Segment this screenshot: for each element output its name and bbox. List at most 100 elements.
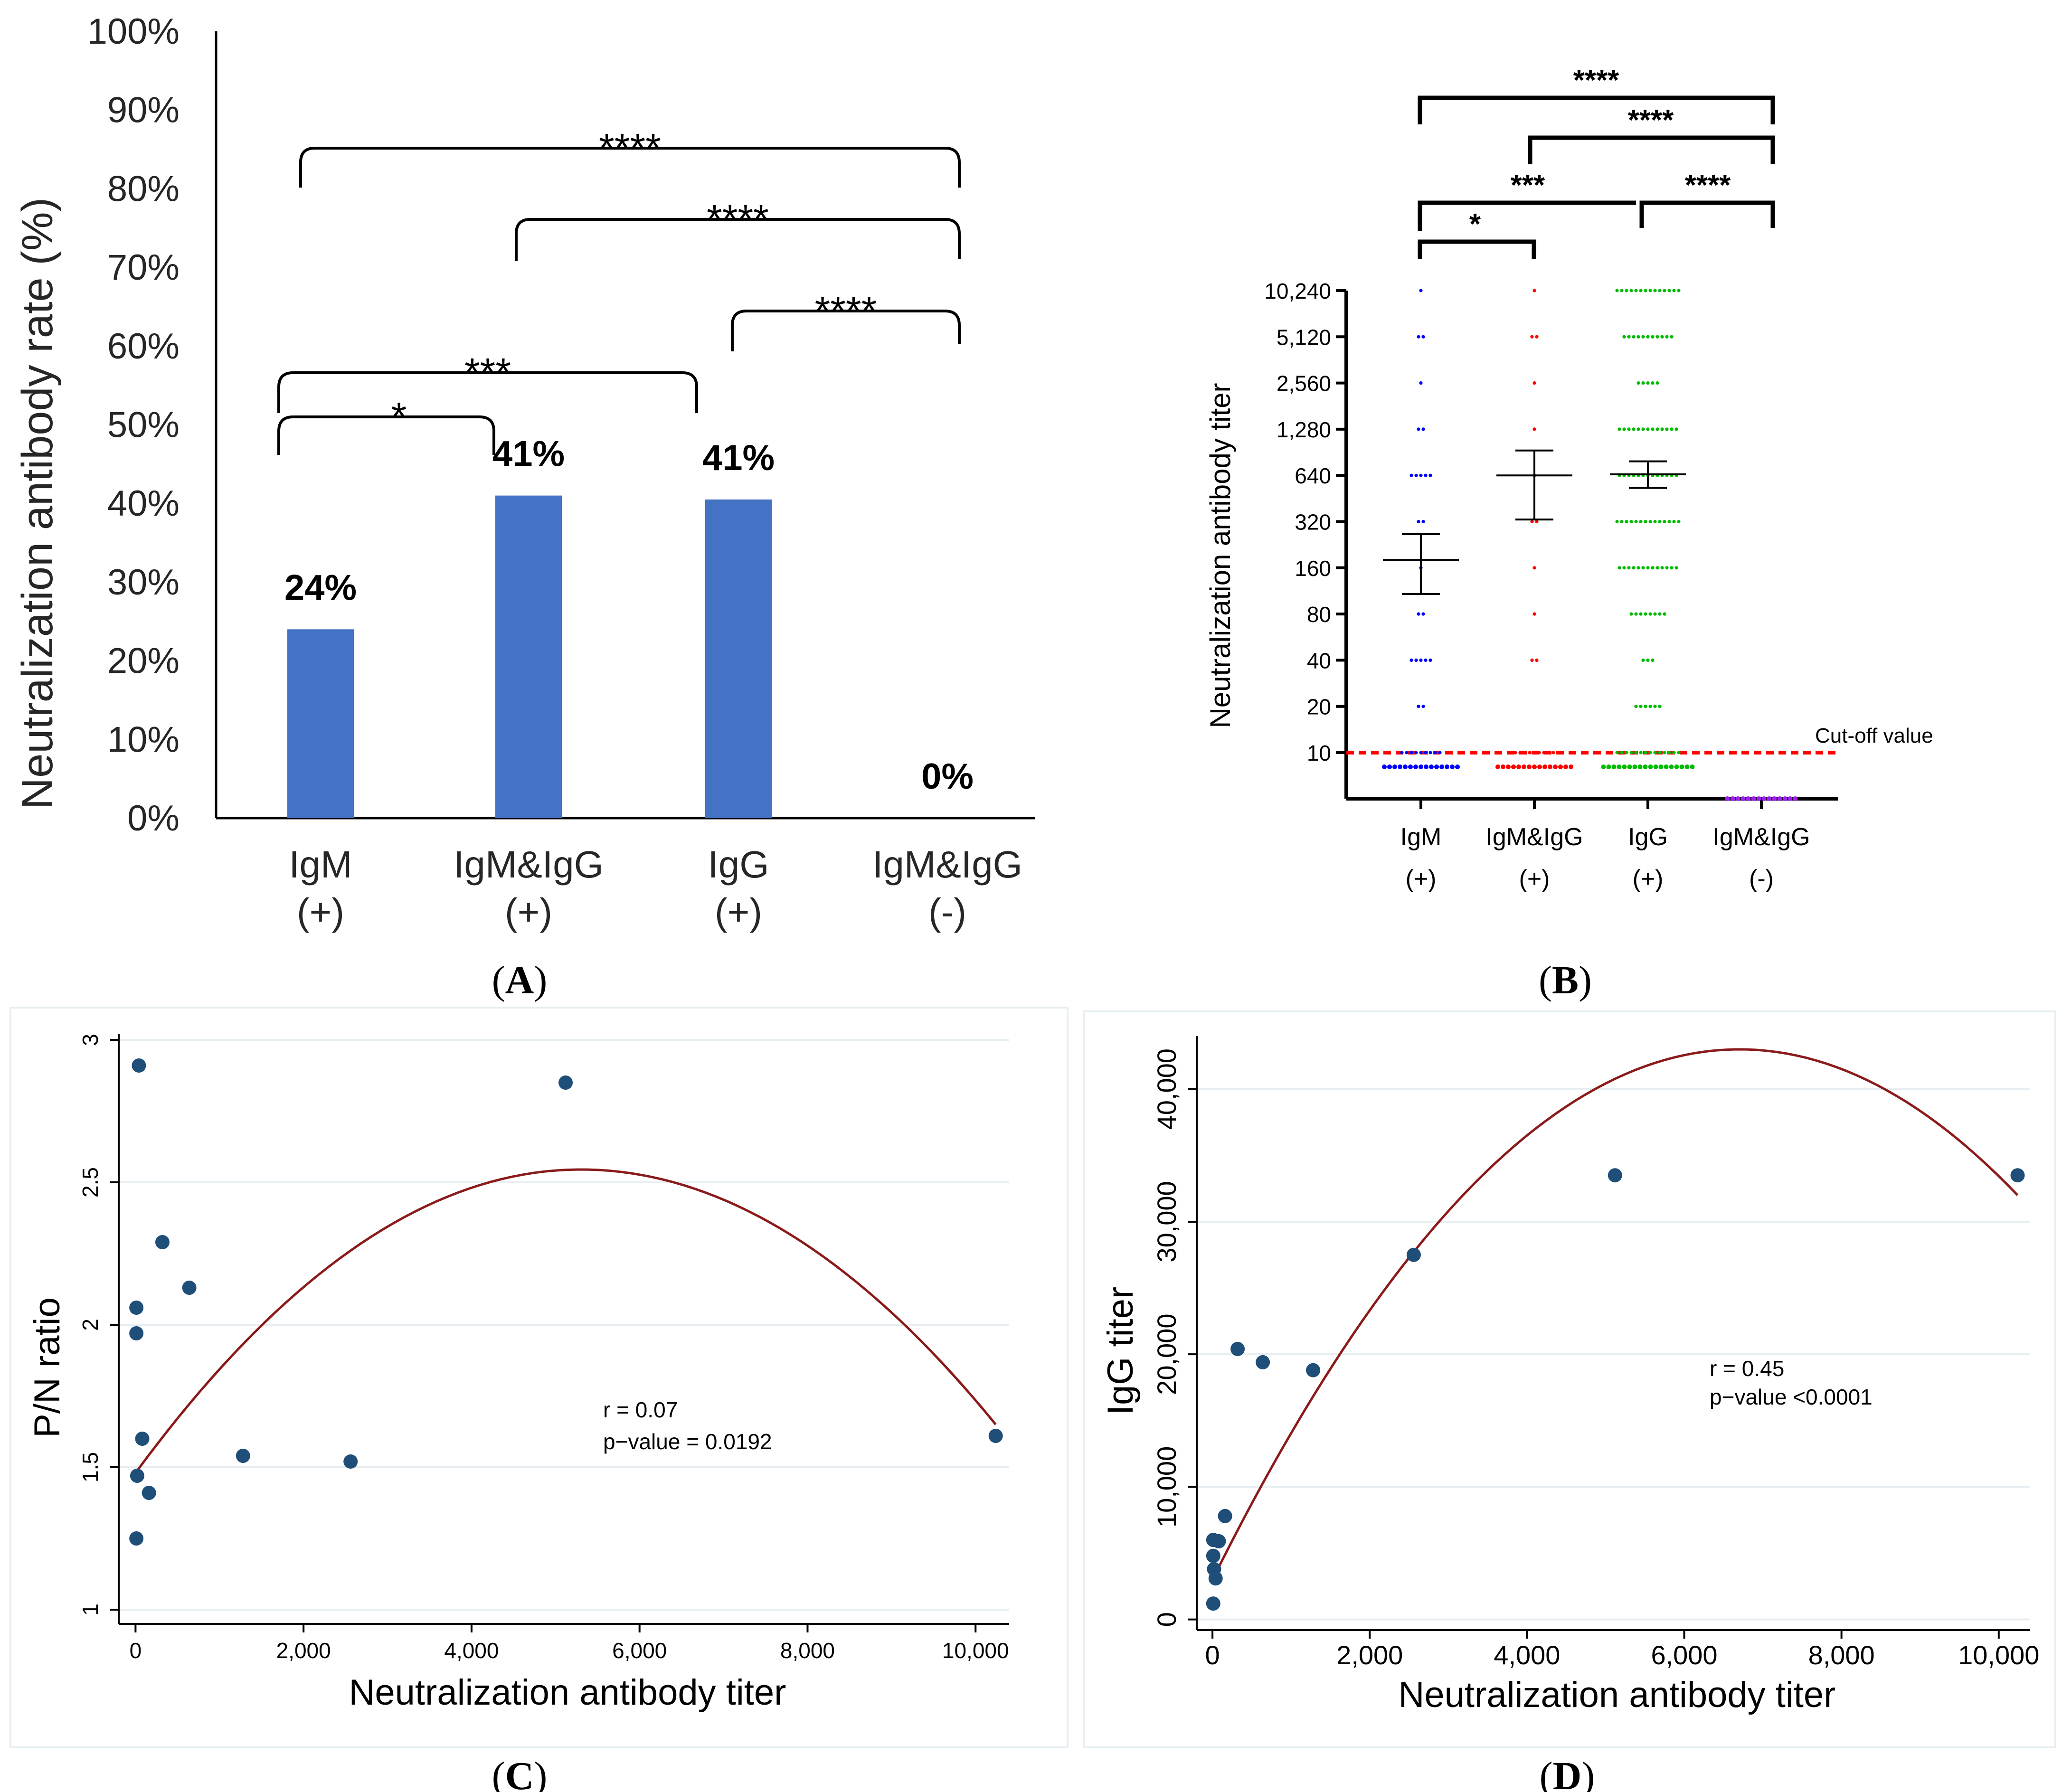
panel-b-data-point [1627,335,1631,339]
panel-c-data-point [132,1058,146,1073]
panel-b-y-tick-label: 2,560 [1277,371,1331,396]
panel-b-data-point [1417,335,1420,339]
panel-b-below-cutoff-point [1501,764,1505,769]
panel-b-data-point [1651,566,1655,570]
panel-b-data-point [1532,751,1536,755]
panel-c-data-point [130,1469,144,1483]
panel-b-data-point [1655,427,1659,431]
panel-b-data-point [1532,566,1536,570]
panel-b-significance-label: **** [1573,64,1619,97]
panel-b-data-point [1639,705,1643,708]
panel-a-category-label: IgG [708,843,769,886]
panel-b-group-label: IgM&IgG [1485,823,1583,851]
panel-b-data-point [1530,658,1534,662]
panel-b-data-point [1625,289,1628,292]
panel-b-data-point [1419,751,1423,755]
panel-b-data-point [1639,289,1643,292]
panel-c-data-point [129,1326,144,1340]
panel-c-x-tick-label: 2,000 [276,1638,331,1663]
panel-b-data-point [1651,658,1655,662]
panel-b-data-point [1658,612,1662,616]
panel-c-caption: (C) [492,1754,548,1792]
panel-b-below-cutoff-point [1793,796,1798,801]
panel-a-category-label: (+) [505,891,552,933]
panel-b-below-cutoff-point [1653,764,1658,769]
panel-b-data-point [1433,751,1437,755]
panel-b-significance-label: * [1469,208,1481,241]
panel-b-below-cutoff-point [1419,764,1423,769]
panel-a-y-tick-label: 80% [107,169,180,209]
panel-d-annotation-p: p−value <0.0001 [1710,1385,1873,1409]
panel-b-data-point [1627,427,1631,431]
panel-b-data-point [1667,751,1671,755]
panel-d-x-tick-label: 0 [1205,1640,1220,1670]
panel-a-y-tick-label: 90% [107,90,180,131]
panel-b-data-point [1409,473,1413,477]
panel-b-data-point [1639,612,1643,616]
panel-c-data-point [343,1454,358,1469]
panel-c-y-tick-label: 1.5 [78,1452,103,1482]
panel-b-data-point [1644,289,1647,292]
panel-b-data-point [1400,751,1404,755]
panel-d-annotation-r: r = 0.45 [1710,1356,1784,1381]
panel-a-y-tick-label: 0% [127,798,180,839]
panel-b-y-tick-label: 10,240 [1264,279,1331,303]
panel-b-data-point [1636,335,1640,339]
panel-b-below-cutoff-point [1392,764,1397,769]
panel-c-annotation-p: p−value = 0.0192 [603,1429,772,1454]
panel-c-data-point [129,1531,144,1546]
panel-b-group-label: IgG [1628,823,1668,851]
panel-b-data-point [1622,335,1626,339]
panel-b-data-point [1670,427,1674,431]
panel-c-frame [9,1007,1069,1748]
panel-b-below-cutoff-point [1627,764,1632,769]
panel-a-bar [705,499,772,818]
panel-b-data-point [1639,751,1643,755]
panel-b-data-point [1620,519,1624,524]
panel-b-data-point [1428,658,1432,662]
panel-b-data-point [1632,427,1636,431]
panel-b-below-cutoff-point [1735,796,1740,801]
panel-b-significance-label: **** [1628,104,1674,137]
panel-c-data-point [236,1449,250,1463]
panel-b-below-cutoff-point [1746,796,1751,801]
panel-b-data-point [1648,289,1652,292]
panel-a-category-label: (-) [928,891,966,933]
panel-b-data-point [1629,519,1633,524]
panel-b-data-point [1670,335,1674,339]
panel-b-significance-bracket [1418,239,1536,259]
panel-b-data-point [1672,519,1676,524]
panel-b-data-point [1644,705,1647,708]
panel-b-below-cutoff-point [1684,764,1690,769]
panel-b-data-point [1663,289,1666,292]
panel-a-y-tick-label: 70% [107,247,180,288]
panel-b-data-point [1646,658,1650,662]
panel-b-data-point [1636,381,1640,385]
panel-b-below-cutoff-point [1434,764,1439,769]
panel-a-significance-bracket [731,310,961,351]
panel-b-data-point [1615,289,1619,292]
panel-b-below-cutoff-point [1445,764,1449,769]
panel-d-data-point [1206,1596,1220,1611]
panel-d-x-axis-label: Neutralization antibody titer [1399,1675,1836,1715]
panel-b-below-cutoff-point [1643,764,1648,769]
panel-b-group-label: IgM [1400,823,1442,851]
panel-b-below-cutoff-point [1548,764,1552,769]
panel-b-group-label: IgM&IgG [1712,823,1810,851]
panel-a-y-tick-label: 10% [107,719,180,760]
panel-b-below-cutoff-point [1772,796,1777,801]
panel-b-below-cutoff-point [1767,796,1772,801]
panel-b-y-tick-label: 10 [1307,741,1331,765]
panel-b-below-cutoff-point [1511,764,1516,769]
panel-a-significance-label: **** [815,288,877,333]
panel-b-data-point [1417,427,1420,431]
panel-b-data-point [1663,519,1666,524]
panel-c-x-tick-label: 8,000 [780,1638,835,1663]
panel-b-group-label: (-) [1749,865,1774,893]
panel-b-below-cutoff-point [1455,764,1460,769]
panel-b-data-point [1644,751,1647,755]
panel-a-significance-bracket [299,147,961,188]
panel-b-data-point [1417,705,1420,708]
panel-b-data-point [1646,427,1650,431]
panel-b-data-point [1414,658,1418,662]
